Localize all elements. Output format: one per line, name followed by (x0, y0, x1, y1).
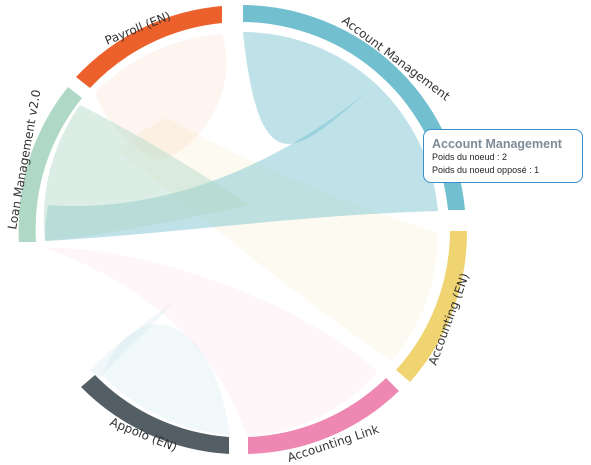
arc-appolo-en[interactable] (81, 375, 229, 454)
ribbon-accountinglink-loan[interactable] (45, 247, 378, 437)
node-arcs (18, 5, 468, 454)
ribbon-appolo-self[interactable] (102, 324, 230, 435)
tooltip-title: Account Management (432, 137, 562, 151)
arc-account-management[interactable] (243, 5, 465, 210)
ribbon-account-management-loan[interactable] (44, 84, 438, 241)
ribbon-payroll-self[interactable] (95, 34, 227, 160)
ribbon-account-management-self[interactable] (243, 32, 376, 144)
arc-payroll-en[interactable] (76, 6, 222, 88)
ribbon-loan-appolo[interactable] (90, 300, 175, 378)
ribbon-layer (43, 32, 439, 437)
node-tooltip: Account Management Poids du noeud : 2 Po… (423, 129, 583, 183)
tooltip-opposite-weight: Poids du noeud opposé : 1 (432, 165, 540, 175)
arc-accounting-link[interactable] (248, 378, 399, 454)
arc-loan-management[interactable] (18, 87, 83, 242)
ribbon-loan-management[interactable] (43, 105, 250, 241)
ribbon-accounting-loan[interactable] (118, 118, 439, 361)
arc-accounting-en[interactable] (396, 231, 468, 382)
tooltip-node-weight: Poids du noeud : 2 (432, 152, 508, 162)
